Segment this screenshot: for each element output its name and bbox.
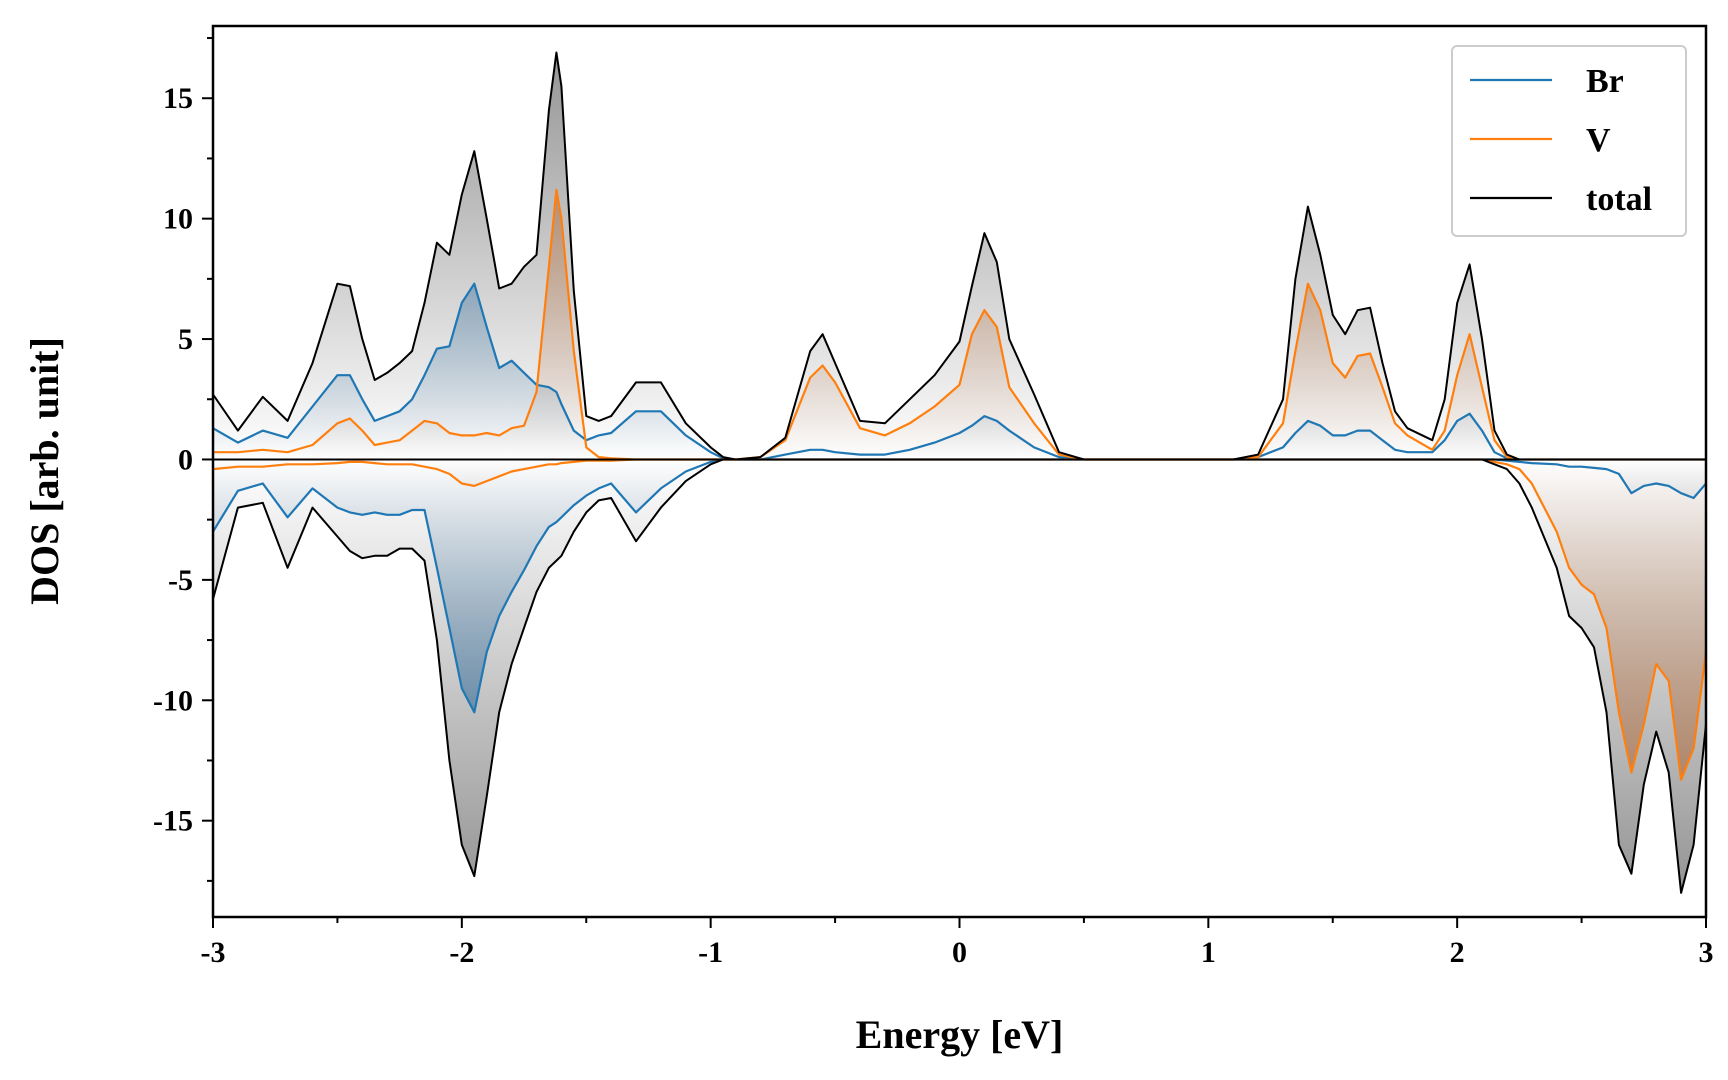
x-axis-title: Energy [eV] xyxy=(856,1012,1064,1057)
area-fills xyxy=(213,52,1706,893)
y-tick-label: 0 xyxy=(178,443,193,476)
x-tick-label: -3 xyxy=(201,936,226,969)
br-down-area xyxy=(213,459,1706,713)
total-up-line xyxy=(213,51,1706,461)
v-up-area xyxy=(213,189,1706,460)
br-up-area xyxy=(213,283,1706,460)
y-tick-label: -15 xyxy=(153,805,193,838)
x-tick-label: 2 xyxy=(1450,936,1465,969)
y-tick-label: 5 xyxy=(178,323,193,356)
x-tick-label: 1 xyxy=(1201,936,1216,969)
y-axis-ticks: -15 -10 -5 0 5 10 15 xyxy=(153,37,213,882)
y-tick-label: -5 xyxy=(168,564,193,597)
y-tick-label: 10 xyxy=(163,203,193,236)
v-up-line xyxy=(213,188,1706,461)
x-tick-label: -2 xyxy=(449,936,474,969)
x-tick-label: 0 xyxy=(952,936,967,969)
y-tick-label: -10 xyxy=(153,684,193,717)
total-up-area xyxy=(213,52,1706,460)
legend-box xyxy=(1451,45,1687,237)
x-axis-ticks: -3 -2 -1 0 1 2 3 xyxy=(201,917,1714,969)
legend-v-label: V xyxy=(1586,122,1611,159)
y-tick-label: 15 xyxy=(163,82,193,115)
legend-br-label: Br xyxy=(1586,63,1624,100)
x-tick-label: -1 xyxy=(698,936,723,969)
legend-total-label: total xyxy=(1586,181,1652,218)
x-tick-label: 3 xyxy=(1699,936,1714,969)
v-down-area xyxy=(213,459,1706,780)
y-axis-title: DOS [arb. unit] xyxy=(22,337,67,605)
